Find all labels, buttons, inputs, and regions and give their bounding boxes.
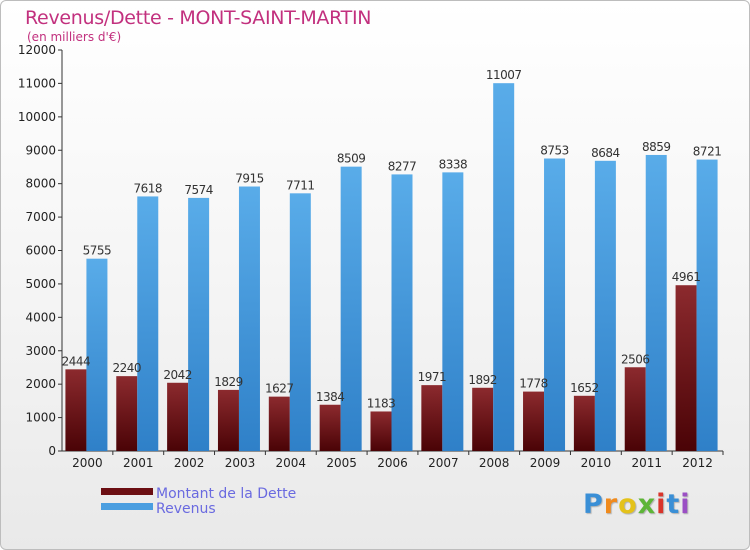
bars-group [65, 83, 718, 452]
x-tick-label: 2003 [225, 456, 256, 470]
logo-letter-x: x [637, 489, 657, 520]
bar-dette [268, 396, 290, 451]
data-label-revenus: 8721 [693, 145, 722, 159]
proxiti-logo: Proxiti [583, 489, 691, 520]
legend: Montant de la Dette Revenus [101, 487, 296, 517]
logo-letter-t: t [666, 489, 681, 520]
y-tick-label: 1000 [25, 411, 56, 425]
bar-dette [523, 391, 545, 451]
y-tick-label: 6000 [25, 244, 56, 258]
chart-subtitle: (en milliers d'€) [27, 30, 122, 44]
legend-label-revenus: Revenus [156, 501, 216, 517]
bar-revenus [188, 197, 210, 451]
bar-dette [116, 376, 138, 451]
x-tick-label: 2011 [631, 456, 662, 470]
data-label-dette: 1384 [316, 390, 345, 404]
y-tick-label: 12000 [18, 43, 56, 57]
x-tick-label: 2010 [581, 456, 612, 470]
labels-group: 2444 5755 2240 7618 2042 7574 1829 7915 1627 7711… [62, 68, 722, 410]
x-tick-label: 2004 [276, 456, 307, 470]
chart-title: Revenus/Dette - MONT-SAINT-MARTIN [25, 7, 372, 29]
data-label-revenus: 8509 [337, 152, 366, 166]
y-tick-label: 5000 [25, 277, 56, 291]
legend-label-dette: Montant de la Dette [156, 486, 297, 502]
data-label-revenus: 8277 [388, 159, 417, 173]
data-label-dette: 1971 [418, 370, 447, 384]
x-tick-label: 2012 [682, 456, 713, 470]
data-label-dette: 1892 [468, 373, 497, 387]
bar-revenus [137, 196, 159, 451]
data-label-dette: 2506 [621, 352, 650, 366]
data-label-dette: 1183 [367, 396, 396, 410]
data-label-revenus: 7915 [235, 172, 264, 186]
y-tick-label: 4000 [25, 310, 56, 324]
data-label-dette: 4961 [672, 270, 701, 284]
x-tick-label: 2001 [123, 456, 154, 470]
legend-swatch-revenus [101, 502, 153, 510]
y-tick-label: 8000 [25, 177, 56, 191]
data-label-revenus: 5755 [83, 244, 112, 258]
data-label-revenus: 7574 [184, 183, 213, 197]
y-tick-label: 0 [48, 444, 56, 458]
bar-revenus [340, 166, 362, 451]
bar-dette [370, 411, 392, 451]
data-label-revenus: 8684 [591, 146, 620, 160]
bar-dette [319, 404, 341, 451]
bar-revenus [442, 172, 464, 451]
bar-dette [65, 369, 87, 451]
bar-dette [421, 385, 443, 451]
x-tick-label: 2007 [428, 456, 459, 470]
bar-dette [472, 387, 494, 451]
y-tick-label: 9000 [25, 143, 56, 157]
logo-letter-r: r [603, 489, 619, 520]
x-tick-label: 2008 [479, 456, 510, 470]
bar-revenus [594, 160, 616, 451]
data-label-dette: 2240 [112, 361, 141, 375]
y-tick-label: 2000 [25, 377, 56, 391]
legend-item-dette: Montant de la Dette [101, 487, 296, 502]
bar-dette [217, 389, 239, 451]
bar-revenus [391, 174, 413, 451]
data-label-revenus: 8859 [642, 140, 671, 154]
bar-revenus [696, 159, 718, 452]
bar-revenus [238, 186, 260, 451]
data-label-dette: 1627 [265, 382, 294, 396]
bar-dette [573, 395, 595, 451]
data-label-dette: 1778 [519, 377, 548, 391]
bar-revenus [493, 83, 515, 452]
x-tick-label: 2005 [326, 456, 357, 470]
x-tick-label: 2002 [174, 456, 205, 470]
data-label-dette: 1652 [570, 381, 599, 395]
logo-letter-i2: i [680, 489, 691, 520]
x-tick-label: 2009 [530, 456, 561, 470]
data-label-revenus: 8753 [540, 144, 569, 158]
logo-letter-i1: i [656, 489, 667, 520]
data-label-revenus: 8338 [439, 157, 468, 171]
data-label-dette: 2042 [163, 368, 192, 382]
y-tick-label: 3000 [25, 344, 56, 358]
y-tick-label: 11000 [18, 76, 56, 90]
data-label-revenus: 7711 [286, 178, 315, 192]
data-label-revenus: 7618 [133, 181, 162, 195]
data-label-dette: 2444 [62, 354, 91, 368]
bar-dette [167, 382, 189, 451]
legend-swatch-dette [101, 487, 153, 495]
data-label-revenus: 11007 [486, 68, 522, 82]
y-tick-label: 10000 [18, 110, 56, 124]
data-label-dette: 1829 [214, 375, 243, 389]
bar-revenus [86, 258, 108, 451]
y-tick-label: 7000 [25, 210, 56, 224]
logo-letter-p: P [583, 489, 604, 520]
x-tick-label: 2000 [72, 456, 103, 470]
bar-dette [675, 285, 697, 451]
x-tick-label: 2006 [377, 456, 408, 470]
bar-revenus [544, 158, 566, 452]
bar-revenus [289, 193, 311, 451]
legend-item-revenus: Revenus [101, 502, 296, 517]
bar-revenus [645, 154, 667, 452]
logo-letter-o: o [618, 489, 638, 520]
bar-dette [624, 367, 646, 451]
